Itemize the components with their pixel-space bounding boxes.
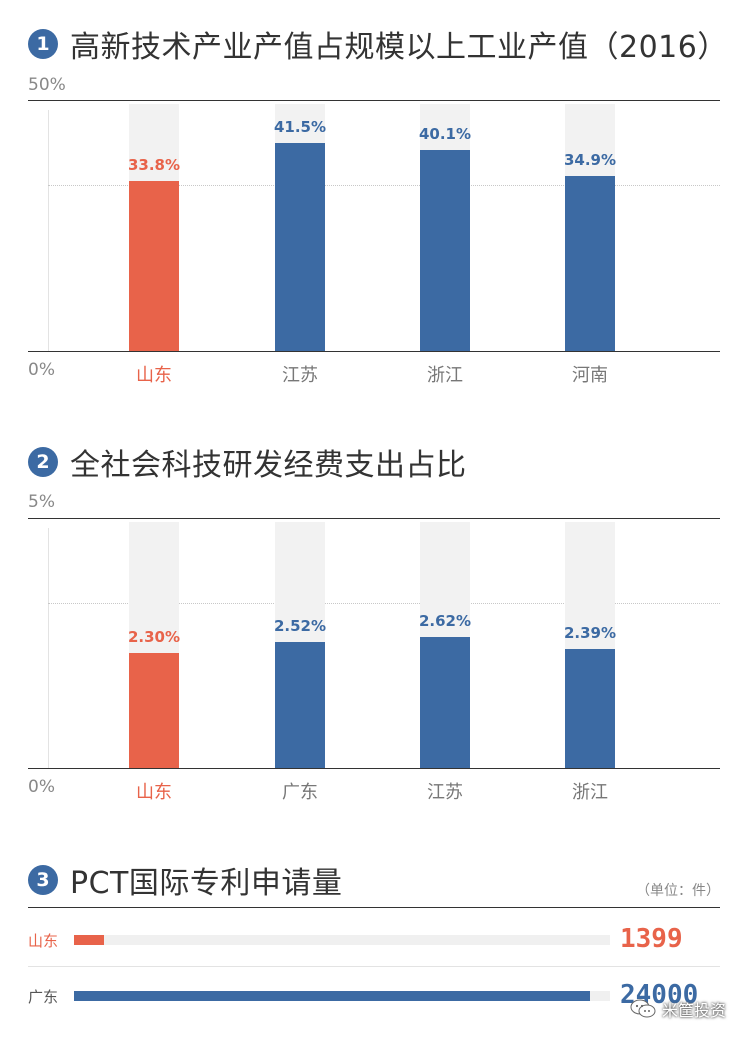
chart-2-category-label: 山东 <box>136 782 172 803</box>
wechat-icon <box>630 999 656 1018</box>
chart-1-bar <box>129 181 179 351</box>
chart-2-value-label: 2.62% <box>418 612 472 630</box>
chart-2-baseline <box>28 768 720 769</box>
chart-2-bar <box>275 642 325 768</box>
chart-3-bar-track <box>74 935 610 945</box>
chart-2-category-label: 浙江 <box>572 782 608 803</box>
chart-1-bar <box>420 149 470 351</box>
chart-3-category-label: 山东 <box>28 932 59 950</box>
section-1-number-badge: 1 <box>28 29 58 59</box>
chart-1-bar <box>565 175 615 351</box>
chart-1-bar <box>275 142 325 351</box>
chart-3-top-line <box>28 907 720 908</box>
chart-1-ymin-label: 0% <box>28 360 55 380</box>
chart-2-top-line <box>28 518 720 519</box>
chart-3-category-label: 广东 <box>28 988 59 1006</box>
chart-1-value-label: 34.9% <box>563 150 617 169</box>
chart-2-bar <box>565 648 615 768</box>
chart-2-bar <box>129 653 179 768</box>
chart-2-value-label: 2.52% <box>273 617 327 635</box>
chart-1-ymax-label: 50% <box>28 75 66 95</box>
section-2-title: 2 全社会科技研发经费支出占比 <box>28 440 467 484</box>
chart-2-value-label: 2.39% <box>563 623 617 642</box>
section-3-heading: PCT国际专利申请量 <box>70 866 343 901</box>
chart-1-value-label: 33.8% <box>127 156 181 175</box>
chart-2-value-label: 2.30% <box>127 628 181 646</box>
chart-2-category-label: 广东 <box>282 782 318 803</box>
section-2-number-badge: 2 <box>28 447 58 477</box>
chart-1-value-label: 41.5% <box>273 117 327 136</box>
watermark-text: 米筐投资 <box>661 1001 726 1020</box>
chart-2-category-label: 江苏 <box>427 782 463 803</box>
chart-1-category-label: 河南 <box>572 365 608 386</box>
chart-3-bar <box>74 935 105 945</box>
section-1-title: 1 高新技术产业产值占规模以上工业产值（2016） <box>28 22 728 66</box>
chart-1-category-label: 山东 <box>136 365 172 386</box>
section-2-heading: 全社会科技研发经费支出占比 <box>70 448 467 483</box>
chart-2-y-axis-line <box>48 528 49 768</box>
section-1-heading: 高新技术产业产值占规模以上工业产值（2016） <box>70 30 728 65</box>
chart-1-category-label: 江苏 <box>282 365 318 386</box>
watermark: 米筐投资 <box>630 997 726 1021</box>
chart-1-top-line <box>28 100 720 101</box>
chart-2-bar <box>420 637 470 768</box>
section-3-number-badge: 3 <box>28 865 58 895</box>
chart-1-category-label: 浙江 <box>427 365 463 386</box>
section-3-title: 3 PCT国际专利申请量 <box>28 858 342 902</box>
chart-2-ymax-label: 5% <box>28 492 55 512</box>
chart-3-bar <box>74 991 590 1001</box>
chart-1-value-label: 40.1% <box>418 124 472 143</box>
chart-3-value-label: 1399 <box>620 924 683 954</box>
row-separator <box>28 966 720 967</box>
chart-1-baseline <box>28 351 720 352</box>
unit-note: （单位：件） <box>636 883 720 899</box>
chart-1-gridline <box>48 185 720 186</box>
chart-2-gridline <box>48 603 720 604</box>
chart-1-y-axis-line <box>48 110 49 351</box>
chart-2-ymin-label: 0% <box>28 777 55 797</box>
